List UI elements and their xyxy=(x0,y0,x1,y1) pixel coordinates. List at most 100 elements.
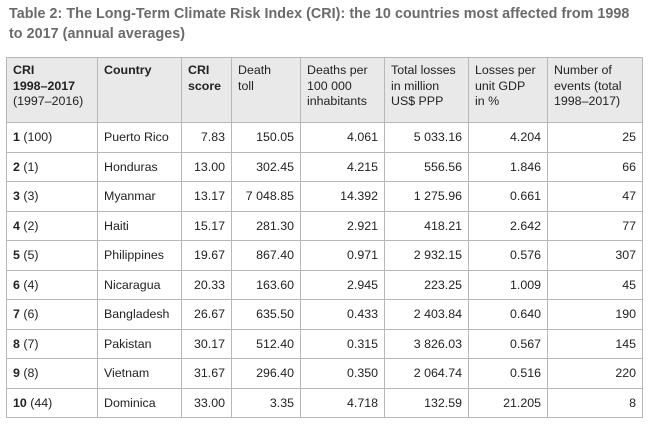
cell-death-toll: 281.30 xyxy=(231,210,301,241)
cell-death-toll: 7 048.85 xyxy=(231,181,301,212)
cell-country: Haiti xyxy=(97,210,182,241)
header-country: Country xyxy=(97,57,182,123)
cell-losses-per-gdp: 0.576 xyxy=(468,240,548,271)
cell-losses-per-gdp: 0.640 xyxy=(468,299,548,330)
cell-total-losses: 2 064.74 xyxy=(384,358,469,389)
cell-deaths-per-100000: 0.971 xyxy=(300,240,385,271)
cell-total-losses: 3 826.03 xyxy=(384,328,469,359)
header-row: CRI 1998–2017 (1997–2016) Country CRI sc… xyxy=(6,57,643,123)
cell-number-of-events: 66 xyxy=(547,151,643,182)
cell-losses-per-gdp: 1.846 xyxy=(468,151,548,182)
header-cri-rank: CRI 1998–2017 (1997–2016) xyxy=(6,57,98,123)
cell-country: Vietnam xyxy=(97,358,182,389)
cell-death-toll: 635.50 xyxy=(231,299,301,330)
cell-death-toll: 150.05 xyxy=(231,122,301,153)
cell-number-of-events: 77 xyxy=(547,210,643,241)
cell-cri-score: 31.67 xyxy=(181,358,232,389)
cell-cri-score: 15.17 xyxy=(181,210,232,241)
cell-total-losses: 5 033.16 xyxy=(384,122,469,153)
cell-rank: 10 (44) xyxy=(6,387,98,418)
cell-cri-score: 13.00 xyxy=(181,151,232,182)
cell-death-toll: 163.60 xyxy=(231,269,301,300)
cell-deaths-per-100000: 2.945 xyxy=(300,269,385,300)
cell-cri-score: 7.83 xyxy=(181,122,232,153)
cell-rank: 7 (6) xyxy=(6,299,98,330)
cell-rank: 6 (4) xyxy=(6,269,98,300)
table-row: 3 (3) Myanmar 13.17 7 048.85 14.392 1 27… xyxy=(6,181,643,212)
cell-country: Myanmar xyxy=(97,181,182,212)
cell-total-losses: 418.21 xyxy=(384,210,469,241)
cell-rank: 9 (8) xyxy=(6,358,98,389)
cell-number-of-events: 45 xyxy=(547,269,643,300)
cell-number-of-events: 25 xyxy=(547,122,643,153)
cell-losses-per-gdp: 2.642 xyxy=(468,210,548,241)
cell-rank: 1 (100) xyxy=(6,122,98,153)
cell-total-losses: 2 932.15 xyxy=(384,240,469,271)
header-death-toll: Death toll xyxy=(231,57,301,123)
cell-country: Nicaragua xyxy=(97,269,182,300)
table-row: 2 (1) Honduras 13.00 302.45 4.215 556.56… xyxy=(6,151,643,182)
cell-number-of-events: 220 xyxy=(547,358,643,389)
table-row: 8 (7) Pakistan 30.17 512.40 0.315 3 826.… xyxy=(6,328,643,359)
cell-country: Honduras xyxy=(97,151,182,182)
cell-deaths-per-100000: 4.061 xyxy=(300,122,385,153)
cell-number-of-events: 8 xyxy=(547,387,643,418)
cell-death-toll: 512.40 xyxy=(231,328,301,359)
cell-country: Puerto Rico xyxy=(97,122,182,153)
cell-death-toll: 867.40 xyxy=(231,240,301,271)
cell-deaths-per-100000: 0.433 xyxy=(300,299,385,330)
table-row: 6 (4) Nicaragua 20.33 163.60 2.945 223.2… xyxy=(6,269,643,300)
table-row: 9 (8) Vietnam 31.67 296.40 0.350 2 064.7… xyxy=(6,358,643,389)
cell-losses-per-gdp: 0.661 xyxy=(468,181,548,212)
cell-cri-score: 20.33 xyxy=(181,269,232,300)
cell-death-toll: 302.45 xyxy=(231,151,301,182)
header-number-of-events: Number of events (total 1998–2017) xyxy=(547,57,643,123)
cri-table: CRI 1998–2017 (1997–2016) Country CRI sc… xyxy=(6,57,643,418)
cell-number-of-events: 190 xyxy=(547,299,643,330)
table-row: 5 (5) Philippines 19.67 867.40 0.971 2 9… xyxy=(6,240,643,271)
table-row: 10 (44) Dominica 33.00 3.35 4.718 132.59… xyxy=(6,387,643,418)
cell-rank: 5 (5) xyxy=(6,240,98,271)
cell-deaths-per-100000: 0.350 xyxy=(300,358,385,389)
table-row: 4 (2) Haiti 15.17 281.30 2.921 418.21 2.… xyxy=(6,210,643,241)
cell-country: Bangladesh xyxy=(97,299,182,330)
cell-losses-per-gdp: 1.009 xyxy=(468,269,548,300)
cell-death-toll: 3.35 xyxy=(231,387,301,418)
cell-rank: 2 (1) xyxy=(6,151,98,182)
cell-total-losses: 2 403.84 xyxy=(384,299,469,330)
cell-losses-per-gdp: 21.205 xyxy=(468,387,548,418)
cell-deaths-per-100000: 4.718 xyxy=(300,387,385,418)
cell-number-of-events: 145 xyxy=(547,328,643,359)
header-total-losses: Total losses in million US$ PPP xyxy=(384,57,469,123)
cell-cri-score: 33.00 xyxy=(181,387,232,418)
cell-total-losses: 223.25 xyxy=(384,269,469,300)
cell-total-losses: 132.59 xyxy=(384,387,469,418)
cell-deaths-per-100000: 0.315 xyxy=(300,328,385,359)
cell-number-of-events: 47 xyxy=(547,181,643,212)
cell-deaths-per-100000: 2.921 xyxy=(300,210,385,241)
cell-losses-per-gdp: 0.567 xyxy=(468,328,548,359)
cell-losses-per-gdp: 4.204 xyxy=(468,122,548,153)
header-cri-score: CRI score xyxy=(181,57,232,123)
cell-cri-score: 30.17 xyxy=(181,328,232,359)
cell-country: Dominica xyxy=(97,387,182,418)
header-losses-per-gdp: Losses per unit GDP in % xyxy=(468,57,548,123)
table-row: 7 (6) Bangladesh 26.67 635.50 0.433 2 40… xyxy=(6,299,643,330)
cell-cri-score: 26.67 xyxy=(181,299,232,330)
table-row: 1 (100) Puerto Rico 7.83 150.05 4.061 5 … xyxy=(6,122,643,153)
cell-country: Pakistan xyxy=(97,328,182,359)
cell-rank: 8 (7) xyxy=(6,328,98,359)
cell-losses-per-gdp: 0.516 xyxy=(468,358,548,389)
cell-rank: 4 (2) xyxy=(6,210,98,241)
cell-cri-score: 13.17 xyxy=(181,181,232,212)
cell-rank: 3 (3) xyxy=(6,181,98,212)
cell-total-losses: 1 275.96 xyxy=(384,181,469,212)
cell-deaths-per-100000: 4.215 xyxy=(300,151,385,182)
cell-country: Philippines xyxy=(97,240,182,271)
cell-cri-score: 19.67 xyxy=(181,240,232,271)
cell-deaths-per-100000: 14.392 xyxy=(300,181,385,212)
cell-total-losses: 556.56 xyxy=(384,151,469,182)
table-title: Table 2: The Long-Term Climate Risk Inde… xyxy=(9,6,630,42)
cell-number-of-events: 307 xyxy=(547,240,643,271)
